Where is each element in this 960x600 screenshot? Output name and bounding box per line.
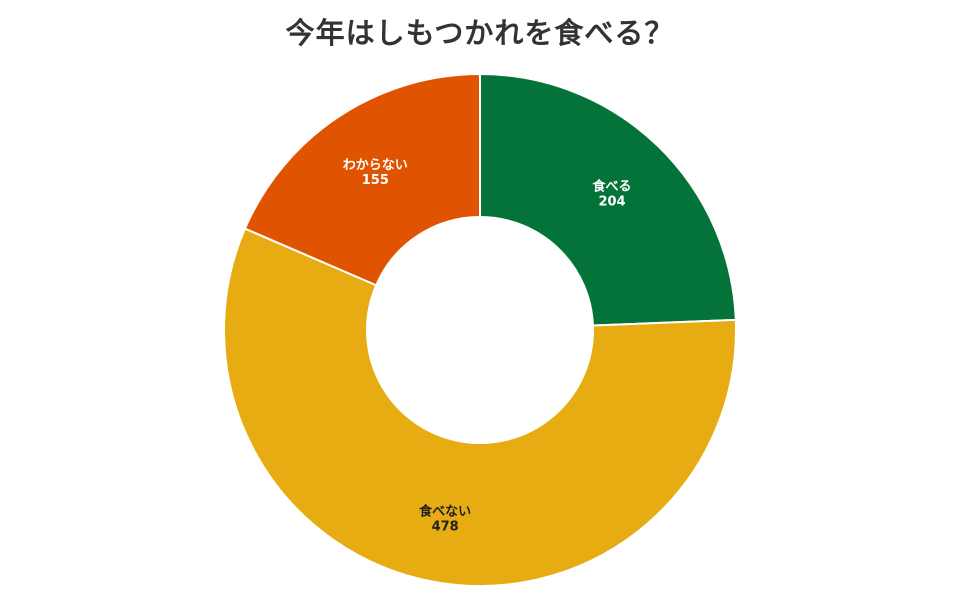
slice-2 — [223, 227, 737, 588]
slice-label-2: 食べない — [419, 503, 471, 519]
slice-3 — [243, 72, 481, 287]
slice-value-2: 478 — [432, 519, 459, 534]
chart-title: 今年はしもつかれを食べる？ — [285, 16, 675, 50]
slice-value-3: 155 — [362, 173, 389, 188]
slice-group — [223, 72, 737, 588]
slice-label-3: わからない — [343, 158, 408, 173]
slice-value-1: 204 — [598, 195, 625, 210]
slice-label-1: 食べる — [593, 179, 632, 195]
slice-1 — [479, 72, 737, 327]
